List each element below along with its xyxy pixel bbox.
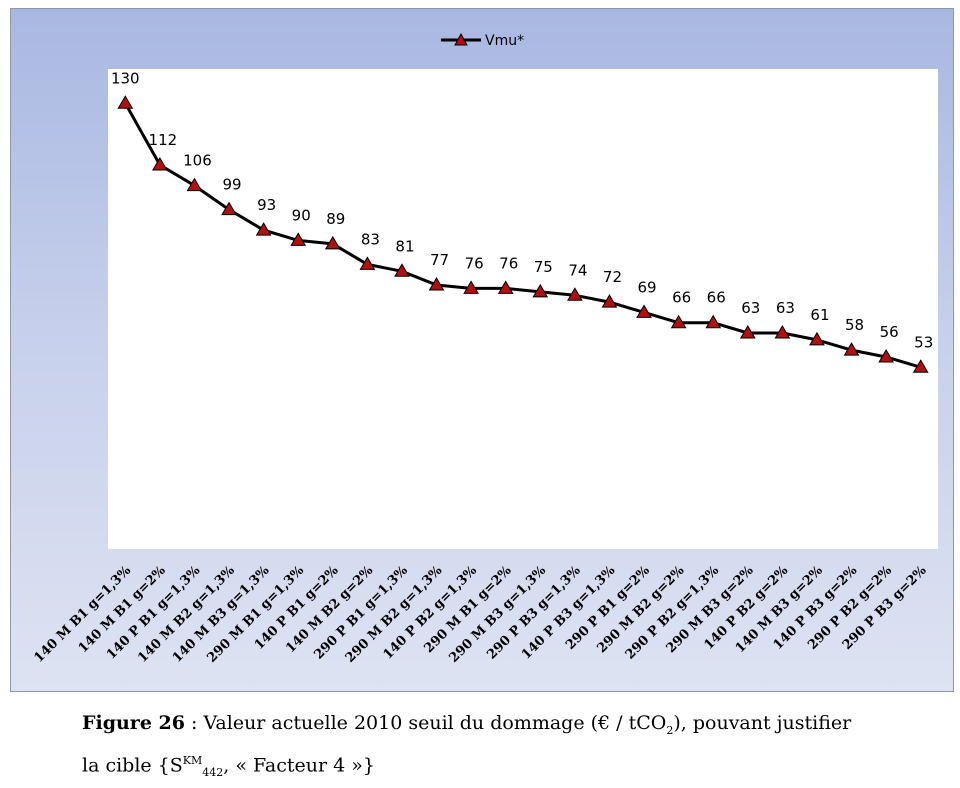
- data-label: 61: [810, 306, 829, 324]
- data-label: 69: [637, 278, 656, 296]
- data-label: 74: [568, 261, 587, 279]
- legend: Vmu*: [441, 32, 524, 49]
- data-label: 130: [111, 69, 140, 87]
- data-point-marker: [428, 277, 445, 291]
- caption-line-1: Figure 26 : Valeur actuelle 2010 seuil d…: [82, 708, 902, 746]
- plot-area: [108, 69, 938, 549]
- data-point-marker: [324, 235, 341, 250]
- data-point-marker: [359, 256, 376, 270]
- caption-subscript-2: 442: [202, 765, 224, 779]
- data-point-marker: [670, 314, 687, 329]
- data-label: 72: [603, 268, 622, 286]
- data-point-marker: [601, 294, 618, 308]
- data-labels-layer: 130 112 106 99 93 90 89 83 81 77 76 76 75 74 72 69 66 66 6…: [111, 69, 933, 351]
- data-point-marker: [463, 280, 479, 294]
- data-label: 83: [361, 230, 380, 248]
- chart-svg: Vmu* 130 112 106 99 93 90 89 83 81 77 76 76 75 74 72 69…: [32, 32, 938, 666]
- data-point-marker: [567, 287, 583, 301]
- figure-caption: Figure 26 : Valeur actuelle 2010 seuil d…: [82, 708, 902, 788]
- data-point-marker: [255, 222, 272, 236]
- data-point-marker: [221, 201, 237, 216]
- data-label: 77: [430, 251, 449, 269]
- data-point-marker: [117, 95, 134, 109]
- chart-frame: Vmu* 130 112 106 99 93 90 89 83 81 77 76 76 75 74 72 69…: [10, 8, 954, 692]
- data-label: 90: [292, 206, 311, 224]
- data-label: 63: [776, 299, 795, 317]
- caption-subscript-1: 2: [666, 723, 674, 737]
- data-label: 53: [914, 333, 933, 351]
- data-point-marker: [843, 342, 860, 356]
- legend-marker: [454, 32, 468, 46]
- data-point-marker: [290, 232, 307, 246]
- data-point-marker: [774, 325, 791, 339]
- caption-text-2: ), pouvant justifier: [673, 712, 852, 734]
- data-point-marker: [186, 177, 203, 192]
- data-label: 81: [395, 237, 414, 255]
- data-label: 56: [880, 323, 899, 341]
- data-point-marker: [809, 331, 825, 346]
- data-point-marker: [878, 349, 894, 363]
- data-point-marker: [705, 314, 722, 329]
- caption-label: Figure 26: [82, 712, 185, 734]
- data-point-marker: [739, 325, 756, 339]
- data-point-marker: [636, 304, 652, 318]
- data-label: 66: [707, 289, 726, 307]
- data-label: 58: [845, 316, 864, 334]
- legend-label: Vmu*: [485, 33, 524, 49]
- caption-line-2: la cible {SKM442, « Facteur 4 »}: [82, 746, 902, 788]
- data-label: 76: [499, 254, 518, 272]
- data-point-marker: [152, 157, 168, 171]
- series-layer: [117, 95, 929, 373]
- data-point-marker: [497, 280, 514, 294]
- data-label: 93: [257, 196, 276, 214]
- data-label: 99: [222, 176, 241, 194]
- caption-text-4: , « Facteur 4 »}: [223, 754, 375, 777]
- data-label: 75: [534, 258, 553, 276]
- series-line-vmu: [123, 102, 922, 369]
- x-tick-labels-layer: 140 M B1 g=1,3%140 M B1 g=2%140 P B1 g=1…: [32, 563, 930, 666]
- data-label: 112: [149, 131, 178, 149]
- data-label: 76: [465, 254, 484, 272]
- caption-text-1: : Valeur actuelle 2010 seuil du dommage …: [184, 712, 667, 734]
- data-label: 89: [326, 210, 345, 228]
- data-point-marker: [912, 359, 929, 373]
- data-label: 63: [741, 299, 760, 317]
- caption-superscript: KM: [182, 753, 203, 767]
- caption-text-3: la cible {S: [82, 754, 183, 777]
- data-label: 106: [183, 152, 212, 170]
- data-label: 66: [672, 289, 691, 307]
- data-point-marker: [394, 263, 410, 277]
- data-point-marker: [532, 283, 549, 298]
